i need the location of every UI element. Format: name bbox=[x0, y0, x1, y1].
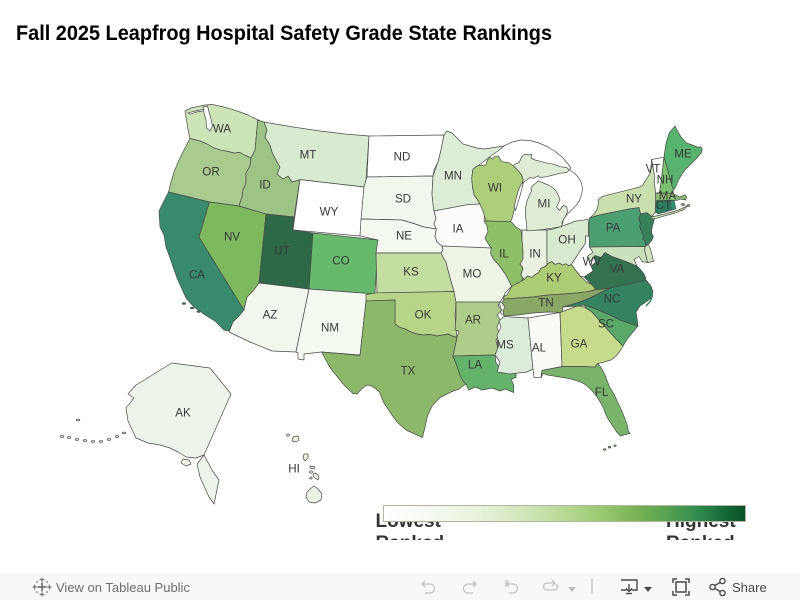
svg-text:SC: SC bbox=[598, 318, 614, 331]
svg-text:KS: KS bbox=[403, 266, 419, 279]
svg-text:TX: TX bbox=[401, 365, 416, 378]
svg-text:GA: GA bbox=[571, 338, 588, 351]
svg-text:IN: IN bbox=[529, 248, 541, 261]
svg-text:KY: KY bbox=[546, 272, 562, 285]
svg-text:MT: MT bbox=[300, 149, 317, 162]
svg-text:NV: NV bbox=[224, 231, 240, 244]
svg-text:NH: NH bbox=[657, 174, 674, 187]
svg-text:MN: MN bbox=[444, 170, 462, 183]
svg-text:IL: IL bbox=[499, 248, 509, 261]
svg-text:CO: CO bbox=[332, 255, 349, 268]
svg-text:WI: WI bbox=[488, 182, 502, 195]
svg-text:MI: MI bbox=[538, 198, 551, 211]
svg-text:AK: AK bbox=[175, 407, 191, 420]
svg-text:TN: TN bbox=[538, 297, 553, 310]
svg-text:CA: CA bbox=[189, 269, 205, 282]
svg-text:NC: NC bbox=[604, 293, 621, 306]
svg-text:NY: NY bbox=[626, 193, 642, 206]
svg-text:LA: LA bbox=[468, 359, 482, 372]
svg-text:ME: ME bbox=[674, 148, 692, 161]
svg-text:MO: MO bbox=[463, 268, 482, 281]
svg-text:ID: ID bbox=[259, 179, 271, 192]
svg-text:UT: UT bbox=[274, 245, 289, 258]
svg-text:ND: ND bbox=[394, 151, 411, 164]
svg-text:MS: MS bbox=[496, 339, 514, 352]
svg-text:FL: FL bbox=[595, 386, 609, 399]
svg-text:SD: SD bbox=[395, 193, 411, 206]
svg-text:OK: OK bbox=[415, 309, 432, 322]
svg-text:CT: CT bbox=[656, 199, 671, 212]
svg-text:VA: VA bbox=[610, 263, 625, 276]
svg-text:AZ: AZ bbox=[263, 309, 278, 322]
svg-text:WA: WA bbox=[213, 123, 232, 136]
svg-text:HI: HI bbox=[288, 463, 300, 476]
svg-text:IA: IA bbox=[453, 223, 464, 236]
svg-text:OH: OH bbox=[558, 234, 575, 247]
svg-text:AL: AL bbox=[532, 342, 547, 355]
svg-text:WY: WY bbox=[320, 206, 339, 219]
svg-text:VT: VT bbox=[646, 163, 661, 176]
svg-text:AR: AR bbox=[465, 314, 481, 327]
svg-text:PA: PA bbox=[606, 222, 621, 235]
svg-text:NM: NM bbox=[321, 322, 339, 335]
svg-text:WV: WV bbox=[583, 256, 602, 269]
svg-text:OR: OR bbox=[202, 166, 219, 179]
svg-text:NE: NE bbox=[396, 230, 412, 243]
svg-text:MA: MA bbox=[659, 190, 677, 203]
